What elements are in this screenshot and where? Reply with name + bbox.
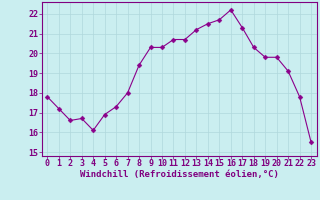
X-axis label: Windchill (Refroidissement éolien,°C): Windchill (Refroidissement éolien,°C) bbox=[80, 170, 279, 179]
